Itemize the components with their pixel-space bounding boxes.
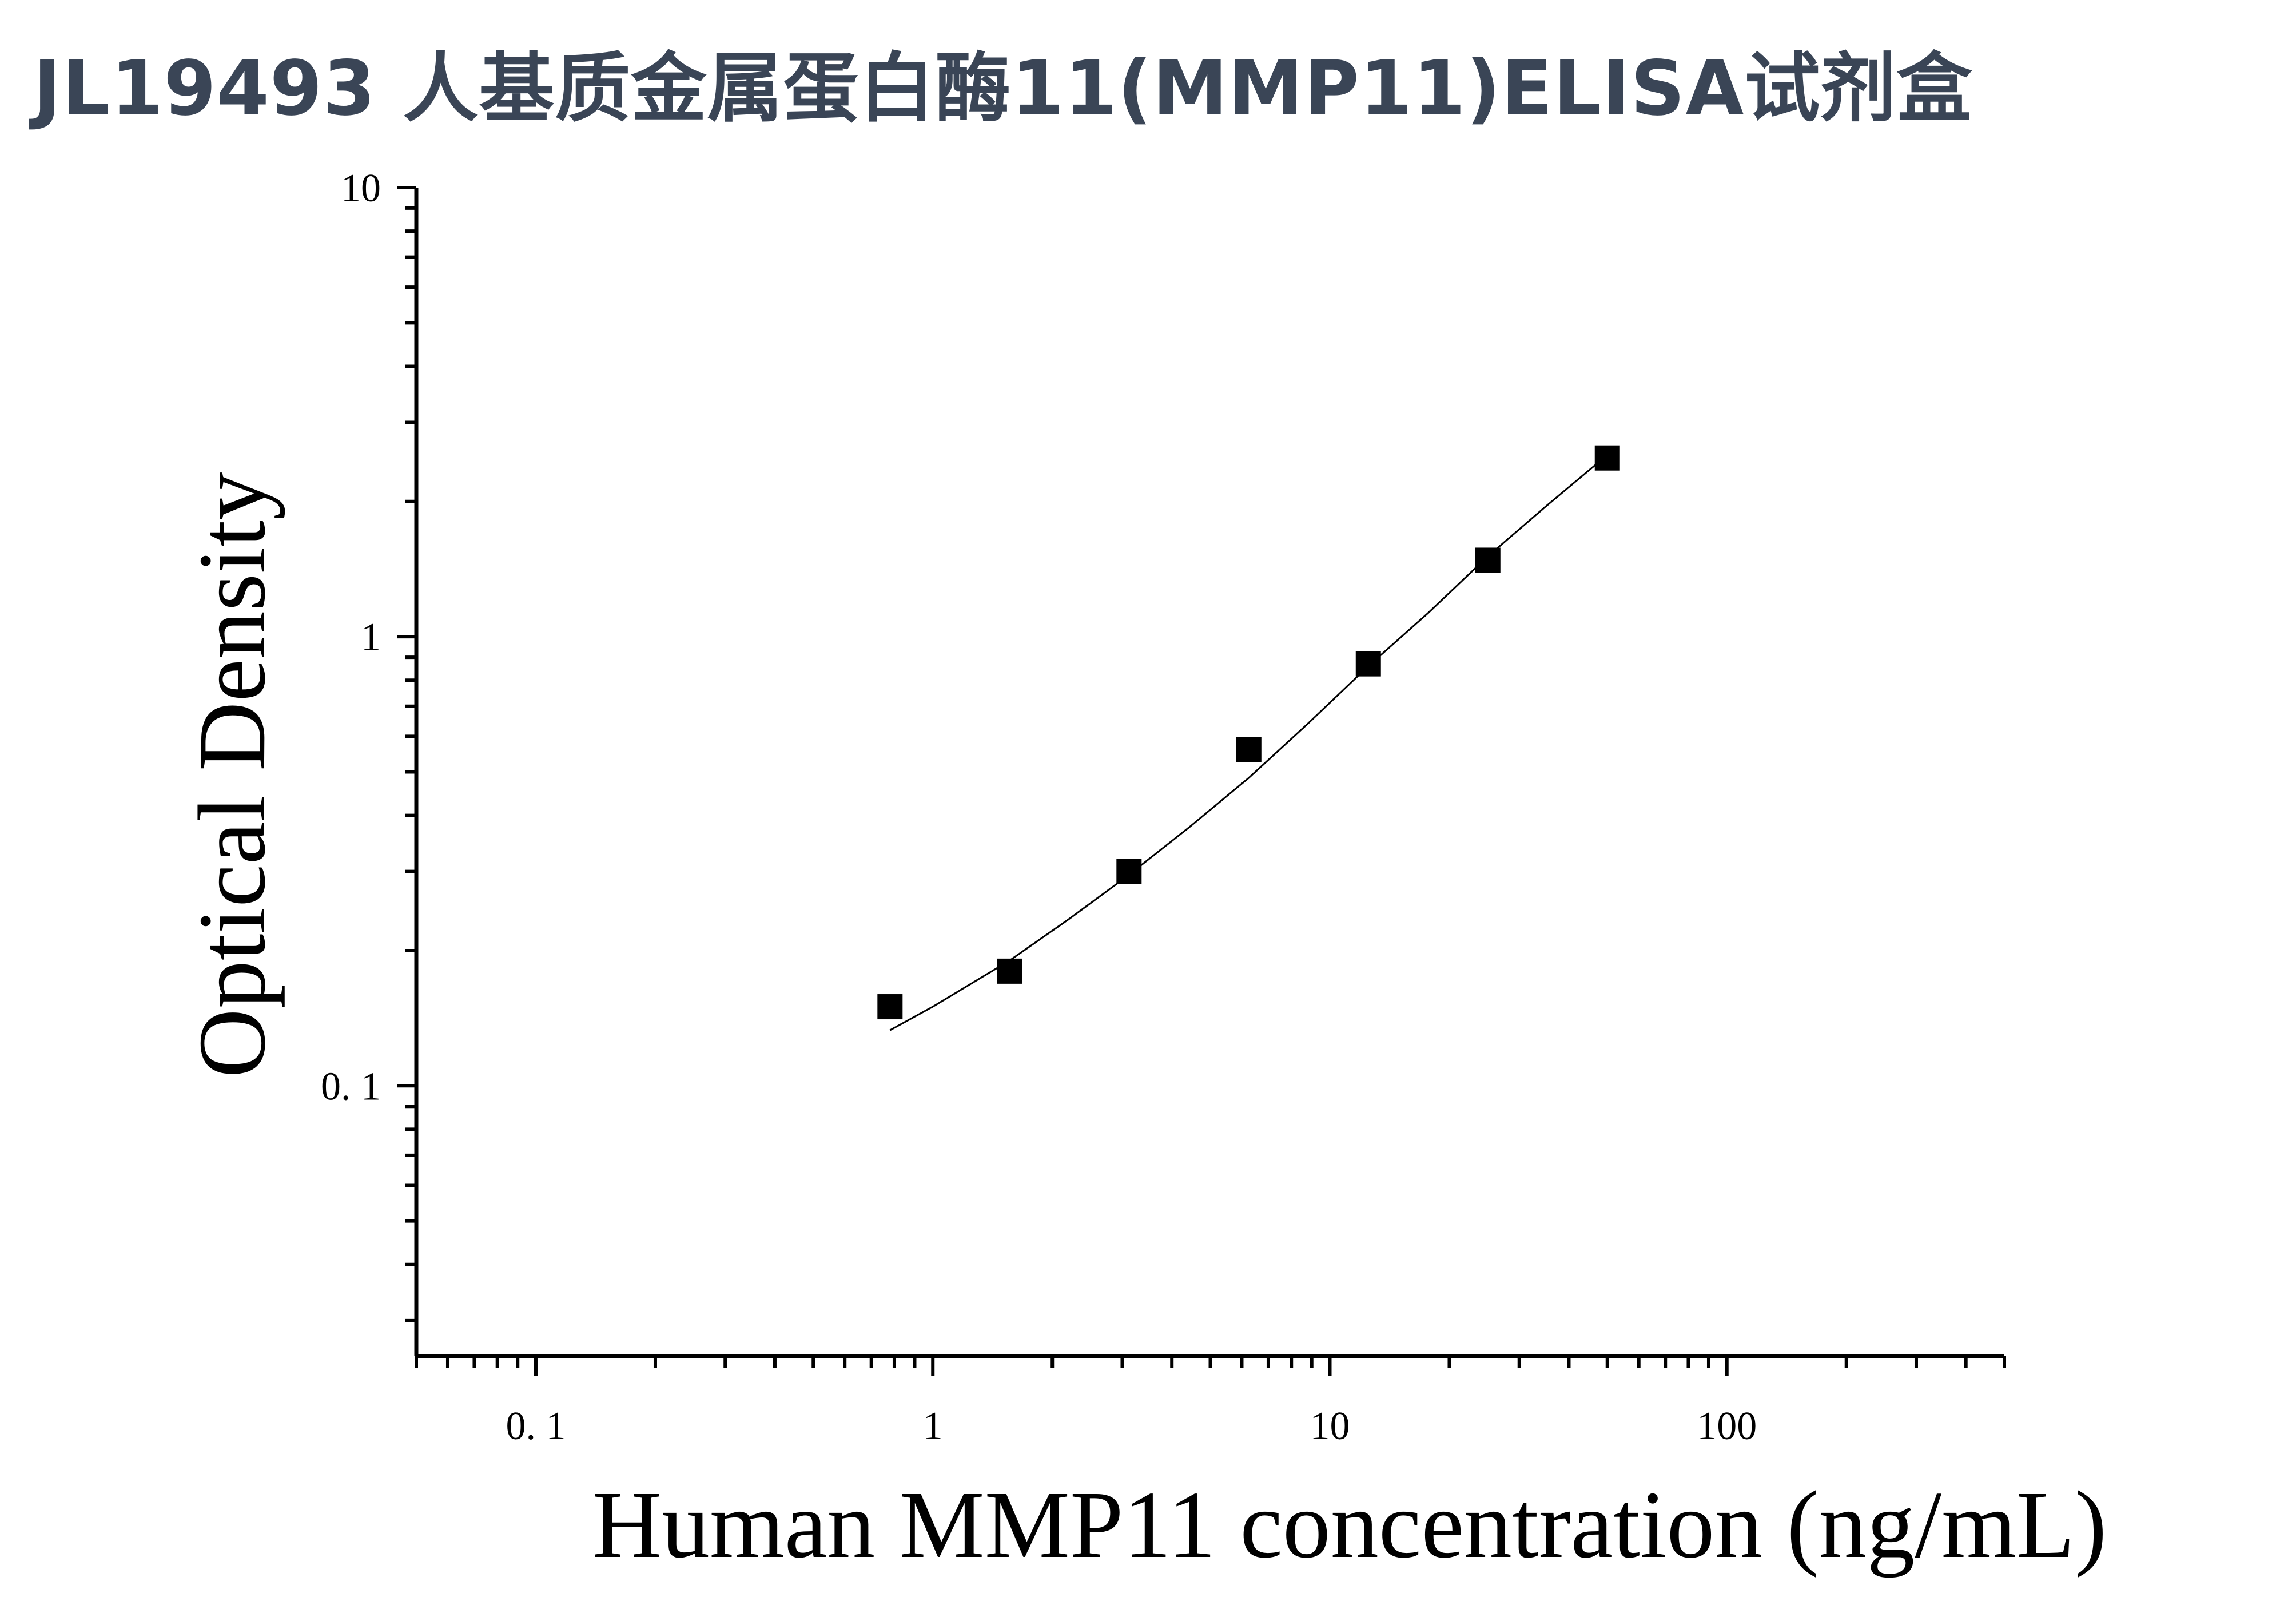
y-tick-label: 10 [341, 166, 381, 210]
data-point [1236, 737, 1262, 762]
y-tick-label: 1 [361, 615, 381, 660]
y-axis-label: Optical Density [179, 472, 285, 1078]
data-point [877, 994, 903, 1020]
tick-labels-layer: 0. 1 1 10 100 0. 1 1 10 [321, 166, 1757, 1448]
data-point [1355, 651, 1381, 677]
x-tick-label: 10 [1310, 1404, 1350, 1448]
x-axis-label: Human MMP11 concentration (ng/mL) [592, 1472, 2107, 1578]
data-point [1116, 859, 1142, 884]
x-tick-label: 1 [923, 1404, 943, 1448]
x-tick-label: 100 [1697, 1404, 1757, 1448]
data-points-layer [877, 445, 1620, 1020]
axes [397, 186, 2006, 1376]
y-tick-label: 0. 1 [321, 1064, 381, 1109]
data-point [1475, 547, 1501, 573]
data-point [997, 958, 1022, 984]
data-point [1594, 445, 1620, 471]
page-title: JL19493 人基质金属蛋白酶11(MMP11)ELISA试剂盒 [33, 45, 1973, 133]
x-tick-label: 0. 1 [506, 1404, 566, 1448]
